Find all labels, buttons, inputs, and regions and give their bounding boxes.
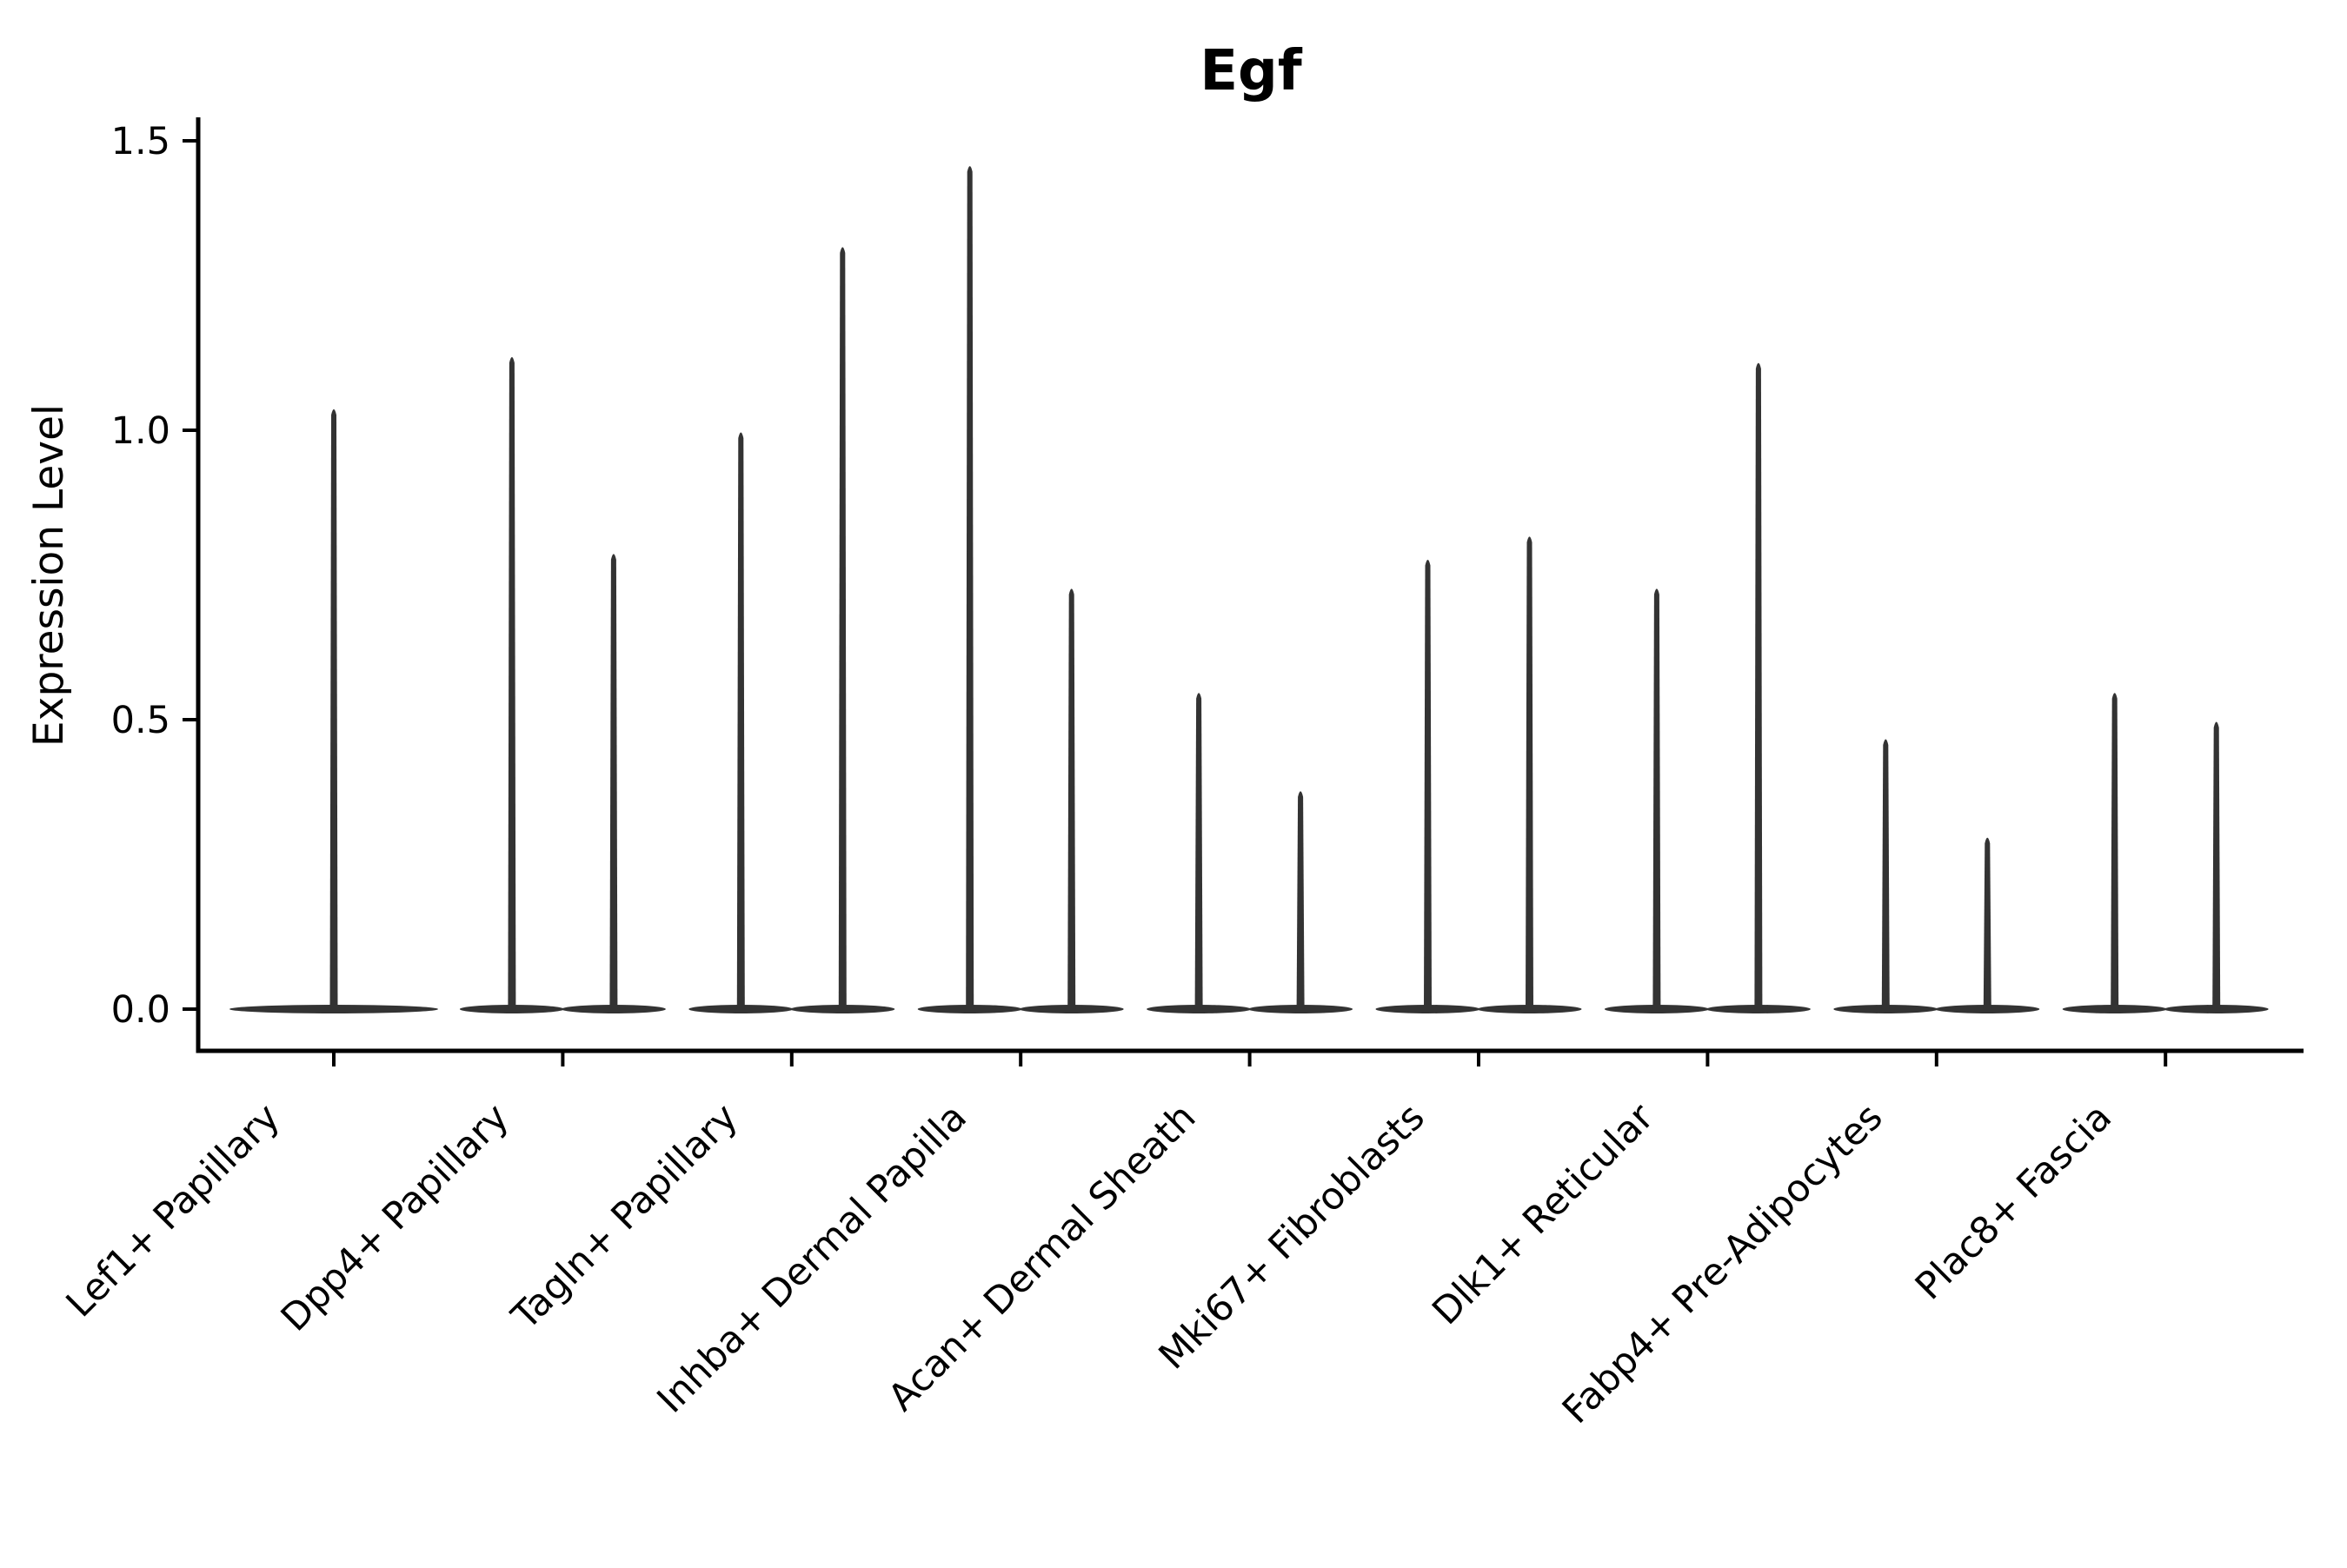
violin-spike (2212, 721, 2221, 1009)
violin-spike (966, 166, 974, 1009)
y-tick-label: 0.5 (111, 699, 170, 742)
x-tick-label: Plac8+ Fascia (1907, 1095, 2120, 1308)
violin-spike (1652, 588, 1661, 1009)
violin-spike (1296, 791, 1305, 1009)
x-tick-label: Lef1+ Papillary (58, 1095, 289, 1325)
x-tick-label: Dlk1+ Reticular (1424, 1095, 1662, 1333)
y-tick-label: 1.5 (111, 120, 170, 163)
violin-category (1833, 739, 2040, 1013)
violin-spike (1067, 588, 1076, 1009)
violin-spike (1526, 536, 1533, 1009)
violin-category (1375, 536, 1582, 1013)
violin-spike (1881, 739, 1890, 1009)
y-tick-label: 0.0 (111, 988, 170, 1032)
violin-category (1147, 693, 1353, 1013)
violin-spike (1194, 693, 1203, 1009)
x-tick-label: Mki67+ Fibroblasts (1151, 1095, 1433, 1378)
violin-spike (508, 356, 516, 1009)
chart-title: Egf (1200, 39, 1303, 103)
violin-spike (1424, 560, 1432, 1009)
violin-spike (838, 247, 847, 1009)
violin-category (229, 409, 438, 1013)
violin-spike (609, 554, 618, 1009)
violin-category (1604, 362, 1811, 1013)
violin-spike (1754, 362, 1763, 1010)
x-tick-label: Tagln+ Papillary (503, 1095, 747, 1339)
violin-spike (2111, 693, 2119, 1009)
violin-group (229, 166, 2269, 1013)
violin-category (688, 247, 895, 1013)
y-tick-label: 1.0 (111, 409, 170, 453)
violin-spike (736, 432, 745, 1009)
y-axis-label: Expression Level (25, 404, 73, 747)
violin-category (2062, 693, 2269, 1013)
violin-category (917, 166, 1124, 1013)
violin-category (459, 356, 666, 1013)
violin-spike (1983, 837, 1991, 1009)
violin-spike (329, 409, 338, 1009)
x-tick-label: Dpp4+ Papillary (273, 1095, 517, 1339)
y-axis: 0.0 0.5 1.0 1.5 (111, 117, 201, 1053)
